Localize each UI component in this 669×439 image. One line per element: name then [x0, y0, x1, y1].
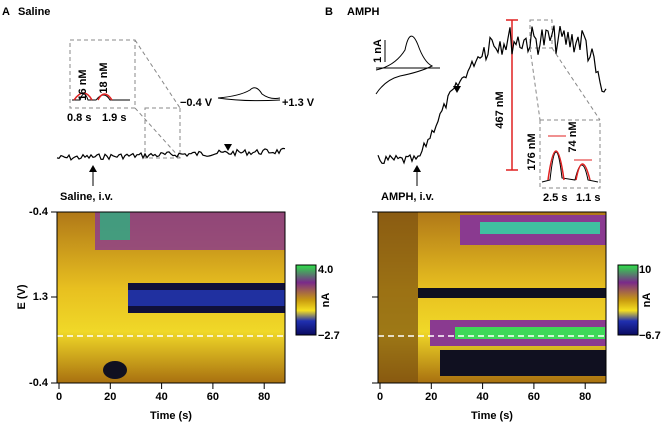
cv-scale: 1 nA [372, 39, 384, 63]
inset-peak: 18 nM [98, 62, 110, 93]
inset-box-a [69, 39, 136, 109]
colorbar-unit: nA [320, 293, 332, 308]
marker [224, 144, 232, 151]
zoom-box-a [144, 107, 181, 159]
arrow-head [413, 165, 421, 172]
x-tick-label: 20 [104, 391, 116, 403]
zoom-line [134, 107, 181, 159]
inset-trace-b [541, 151, 599, 183]
y-tick-label: -0.4 [29, 206, 49, 218]
x-tick-label: 40 [476, 391, 488, 403]
colorbar-max: 10 [639, 264, 651, 276]
inset-width: 1.1 s [576, 192, 600, 204]
x-tick-label: 80 [258, 391, 270, 403]
trace-a [56, 147, 286, 161]
peak-bar [506, 19, 518, 171]
y-axis-label: E (V) [16, 284, 28, 309]
x-tick-label: 60 [207, 391, 219, 403]
inset-peak: 16 nM [77, 69, 89, 100]
marker [453, 86, 461, 93]
colorbar-b [617, 264, 639, 336]
cv-label: +1.3 V [282, 97, 315, 109]
x-axis-label: Time (s) [471, 410, 513, 422]
heatmap-b [377, 211, 607, 384]
cv-b [375, 35, 440, 95]
colorbar-min: −2.7 [318, 330, 340, 342]
inset-width: 2.5 s [543, 192, 567, 204]
x-tick-label: 60 [528, 391, 540, 403]
cv-label: −0.4 V [180, 97, 213, 109]
inset-box-b [539, 119, 601, 189]
colorbar-max: 4.0 [318, 264, 333, 276]
colorbar-min: −6.7 [639, 330, 661, 342]
zoom-line [551, 47, 601, 121]
colorbar-unit: nA [641, 293, 653, 308]
y-tick-label: -0.4 [29, 377, 49, 389]
panel-title: AMPH [347, 6, 379, 18]
zoom-line [529, 47, 541, 121]
arrow-head [89, 165, 97, 172]
x-tick-label: 0 [56, 391, 62, 403]
colorbar-a [295, 264, 317, 336]
x-tick-label: 0 [377, 391, 383, 403]
zoom-line [134, 39, 181, 109]
peak-label: 467 nM [494, 91, 506, 128]
y-tick-label: 1.3 [33, 291, 48, 303]
x-tick-label: 40 [155, 391, 167, 403]
x-tick-label: 80 [579, 391, 591, 403]
x-axis-label: Time (s) [150, 410, 192, 422]
trace-b [377, 25, 607, 165]
inset-fit-b [547, 150, 591, 181]
inset-width: 1.9 s [102, 112, 126, 124]
y-ticks-b [372, 211, 378, 384]
panel-label: A [2, 6, 10, 18]
panel-title: Saline [18, 6, 50, 18]
heatmap-a [56, 211, 286, 384]
panel-label: B [325, 6, 333, 18]
inset-peak: 74 nM [567, 121, 579, 152]
inset-width: 0.8 s [67, 112, 91, 124]
x-tick-label: 20 [425, 391, 437, 403]
inset-peak: 176 nM [526, 133, 538, 170]
cv-a [217, 87, 281, 102]
injection-label: AMPH, i.v. [381, 191, 434, 203]
inset-fit-a [73, 92, 113, 101]
injection-label: Saline, i.v. [60, 191, 113, 203]
